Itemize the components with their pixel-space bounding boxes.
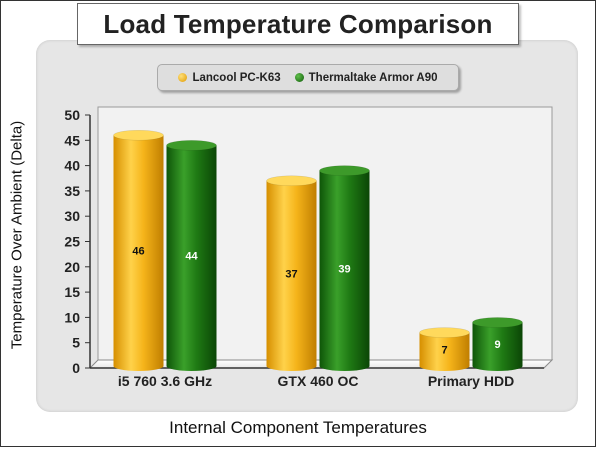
x-tick-label: i5 760 3.6 GHz bbox=[118, 373, 212, 389]
bar-top-series-2 bbox=[319, 165, 370, 176]
bar-data-label: 9 bbox=[494, 339, 500, 351]
y-tick-label: 50 bbox=[64, 107, 80, 123]
bar-data-label: 37 bbox=[285, 268, 297, 280]
y-tick-label: 35 bbox=[64, 183, 80, 199]
y-tick-label: 15 bbox=[64, 284, 80, 300]
bar-series-2 bbox=[166, 145, 217, 372]
bar-series-1 bbox=[113, 135, 164, 372]
chart-legend: Lancool PC-K63 Thermaltake Armor A90 bbox=[157, 64, 459, 91]
chart-title: Load Temperature Comparison bbox=[103, 8, 493, 39]
x-tick-label: GTX 460 OC bbox=[278, 373, 359, 389]
legend-swatch-series-1 bbox=[178, 73, 188, 82]
y-tick-label: 5 bbox=[72, 335, 80, 351]
y-tick-label: 30 bbox=[64, 208, 80, 224]
legend-label-series-2: Thermaltake Armor A90 bbox=[308, 71, 438, 84]
bar-top-series-1 bbox=[419, 327, 470, 338]
bar-top-series-2 bbox=[472, 317, 523, 328]
legend-item-series-2: Thermaltake Armor A90 bbox=[294, 71, 438, 84]
bar-series-1 bbox=[419, 332, 470, 372]
chart-title-box: Load Temperature Comparison bbox=[77, 3, 519, 45]
bar-data-label: 46 bbox=[132, 246, 144, 258]
y-tick-label: 45 bbox=[64, 132, 80, 148]
bar-top-series-1 bbox=[113, 129, 164, 141]
bar-top-series-2 bbox=[166, 140, 217, 151]
y-tick-label: 10 bbox=[64, 309, 80, 325]
y-tick-label: 40 bbox=[64, 158, 80, 174]
bar-series-2 bbox=[319, 170, 370, 372]
y-tick-label: 25 bbox=[64, 234, 80, 250]
x-tick-label: Primary HDD bbox=[428, 373, 514, 389]
bar-data-label: 44 bbox=[185, 251, 198, 263]
x-axis-label: Internal Component Temperatures bbox=[169, 418, 427, 437]
legend-item-series-1: Lancool PC-K63 bbox=[178, 71, 281, 84]
y-tick-label: 0 bbox=[72, 360, 80, 376]
bar-series-2 bbox=[472, 322, 523, 372]
bar-top-series-1 bbox=[266, 175, 317, 187]
y-tick-label: 20 bbox=[64, 259, 80, 275]
bar-data-label: 39 bbox=[338, 263, 350, 275]
bar-series-1 bbox=[266, 180, 317, 372]
bar-data-label: 7 bbox=[441, 344, 447, 356]
legend-label-series-1: Lancool PC-K63 bbox=[192, 71, 281, 84]
legend-swatch-series-2 bbox=[294, 73, 304, 82]
